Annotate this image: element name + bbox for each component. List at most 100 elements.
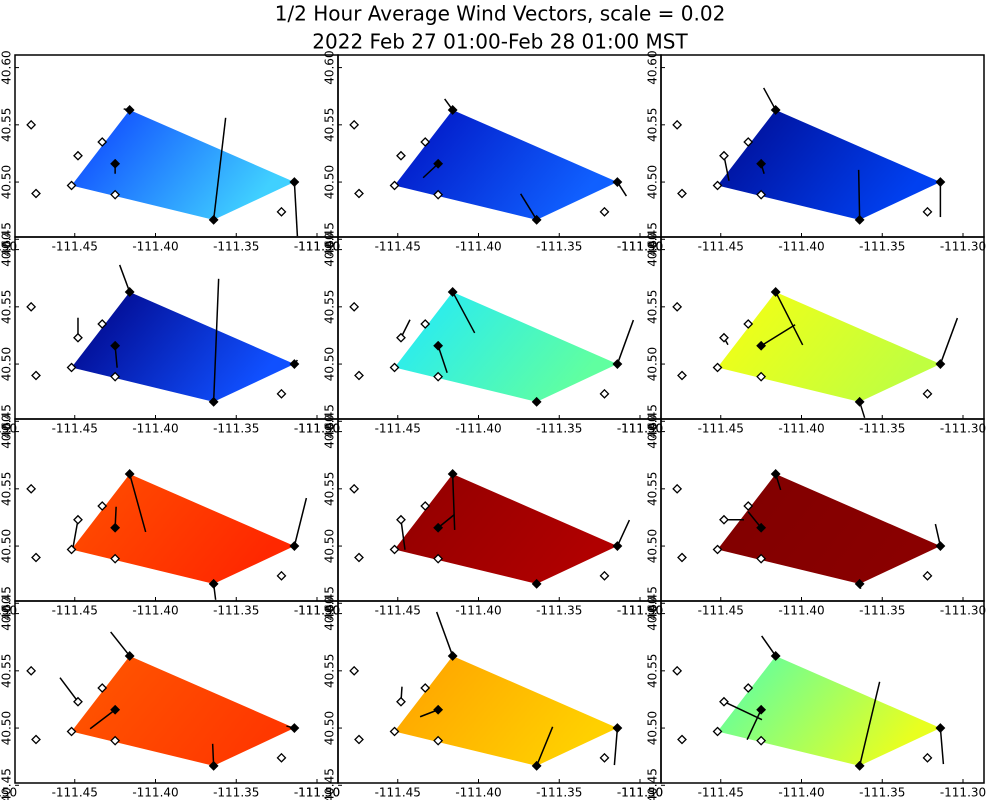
station (433, 158, 444, 169)
station (770, 105, 781, 115)
x-tick-label: -111.30 (294, 604, 340, 618)
chart-subtitle: 2022 Feb 27 01:00-Feb 28 01:00 MST (312, 30, 688, 54)
station (389, 362, 400, 373)
station (354, 188, 364, 199)
x-tick-label: -111.50 (617, 604, 663, 618)
station (612, 177, 623, 187)
station (922, 752, 933, 763)
station (354, 370, 364, 381)
x-tick-label: -111.35 (213, 240, 259, 254)
station (854, 214, 865, 225)
station (854, 578, 865, 589)
station (396, 150, 406, 161)
station (349, 665, 360, 676)
y-tick-label: 40.45 (323, 404, 337, 438)
station (97, 137, 108, 147)
panel: -111.50-111.45-111.40-111.35-111.3040.45… (0, 50, 340, 256)
station (531, 214, 542, 225)
x-tick-label: -111.50 (617, 422, 663, 436)
x-tick-label: -111.40 (132, 240, 178, 254)
x-tick-label: -111.50 (617, 240, 663, 254)
x-tick-label: -111.50 (617, 786, 663, 800)
x-tick-label: -111.30 (940, 786, 986, 800)
y-tick-label: 40.55 (0, 108, 14, 142)
station (599, 752, 610, 763)
x-tick-label: -111.50 (0, 240, 17, 254)
wind-vector (939, 317, 959, 365)
station (531, 396, 542, 407)
y-tick-label: 40.50 (646, 711, 660, 745)
panel: -111.50-111.45-111.40-111.35-111.3040.45… (617, 50, 986, 256)
panel: -111.50-111.45-111.40-111.35-111.3040.45… (0, 232, 340, 438)
y-tick-label: 40.50 (646, 347, 660, 381)
station (110, 340, 121, 351)
station (110, 522, 121, 533)
x-tick-label: -111.35 (859, 240, 905, 254)
wind-vector (118, 264, 131, 293)
station (922, 570, 933, 581)
station (124, 287, 135, 297)
y-tick-label: 40.60 (323, 232, 337, 266)
y-tick-label: 40.50 (646, 165, 660, 199)
station (712, 180, 723, 191)
y-tick-label: 40.50 (323, 165, 337, 199)
y-tick-label: 40.45 (0, 222, 14, 256)
station (66, 726, 77, 737)
panel: -111.50-111.45-111.40-111.35-111.3040.45… (0, 414, 340, 620)
wind-vector (451, 473, 456, 530)
wind-vector (723, 155, 730, 181)
station (73, 514, 83, 525)
x-tick-label: -111.45 (698, 786, 744, 800)
panel: -111.50-111.45-111.40-111.35-111.3040.45… (0, 596, 340, 800)
station (110, 704, 121, 715)
station (743, 137, 754, 147)
wind-field (717, 291, 941, 402)
x-tick-label: -111.45 (698, 240, 744, 254)
x-tick-label: -111.35 (536, 422, 582, 436)
station (389, 544, 400, 555)
x-tick-label: -111.30 (294, 786, 340, 800)
y-tick-label: 40.60 (646, 50, 660, 84)
station (712, 544, 723, 555)
x-tick-label: -111.35 (859, 604, 905, 618)
station (110, 189, 121, 200)
station (66, 180, 77, 191)
y-tick-label: 40.55 (0, 654, 14, 688)
x-tick-label: -111.30 (294, 240, 340, 254)
wind-field (717, 655, 941, 766)
y-tick-label: 40.60 (0, 414, 14, 448)
station (208, 578, 219, 589)
station (289, 723, 300, 733)
station (389, 180, 400, 191)
wind-vector (763, 87, 777, 111)
station (756, 735, 767, 746)
y-tick-label: 40.50 (323, 347, 337, 381)
station (110, 158, 121, 169)
wind-vector (110, 631, 131, 657)
station (396, 696, 406, 707)
wind-vector (746, 709, 762, 741)
x-tick-label: -111.35 (213, 422, 259, 436)
station (208, 214, 219, 225)
station (756, 371, 767, 382)
wind-vector (760, 324, 796, 347)
y-tick-label: 40.60 (646, 414, 660, 448)
wind-vector (858, 681, 881, 767)
x-tick-label: -111.35 (213, 604, 259, 618)
y-tick-label: 40.55 (646, 472, 660, 506)
station (389, 726, 400, 737)
station (672, 301, 683, 312)
wind-vector (939, 727, 945, 765)
panel: -111.50-111.45-111.40-111.35-111.3040.45… (617, 232, 986, 438)
station (124, 651, 135, 661)
x-tick-label: -111.40 (132, 604, 178, 618)
x-tick-label: -111.40 (455, 604, 501, 618)
station (97, 501, 108, 511)
station (599, 388, 610, 399)
station (756, 158, 767, 169)
station (31, 370, 41, 381)
station (66, 362, 77, 373)
x-tick-label: -111.50 (0, 422, 17, 436)
wind-vector (212, 278, 220, 402)
